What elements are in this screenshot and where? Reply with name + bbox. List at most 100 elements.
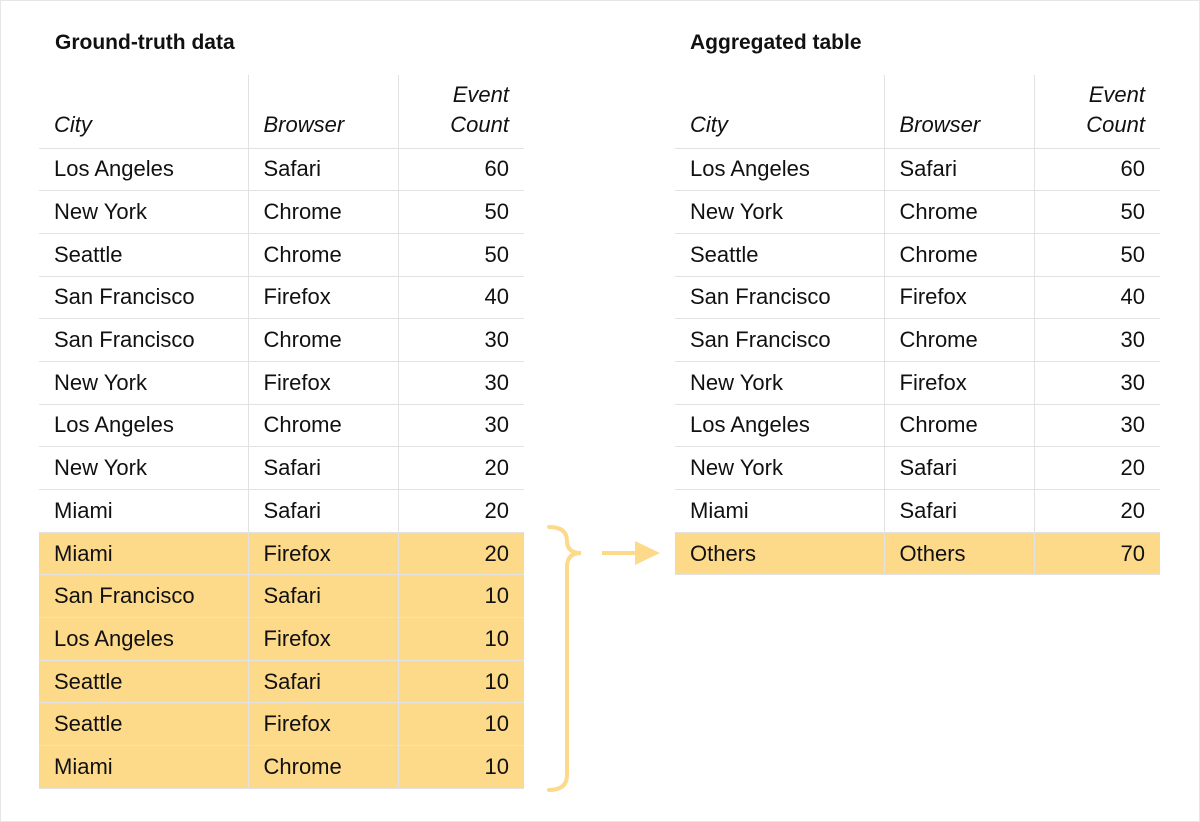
- browser-cell: Safari: [247, 446, 398, 490]
- city-cell: New York: [39, 190, 248, 234]
- event-count-cell: 20: [1033, 489, 1160, 533]
- column-header: Browser: [883, 75, 1034, 149]
- browser-cell: Chrome: [247, 190, 398, 234]
- ground-truth-table: City Browser Event Count Los Angeles Safari 6…: [39, 75, 524, 789]
- column-header: Browser: [247, 75, 398, 149]
- browser-cell: Chrome: [247, 318, 398, 362]
- city-cell: Miami: [39, 489, 248, 533]
- browser-cell: Safari: [247, 148, 398, 192]
- browser-cell: Firefox: [883, 276, 1034, 320]
- event-count-cell: 10: [397, 574, 524, 619]
- browser-cell: Safari: [883, 446, 1034, 490]
- event-count-cell: 20: [1033, 446, 1160, 490]
- browser-cell: Chrome: [247, 745, 398, 789]
- table-row: Miami Safari 20: [39, 489, 524, 533]
- browser-cell: Others: [883, 532, 1034, 576]
- city-cell: Seattle: [39, 233, 248, 277]
- event-count-cell: 30: [397, 404, 524, 448]
- table-row: Seattle Chrome 50: [39, 233, 524, 277]
- city-cell: Los Angeles: [39, 404, 248, 448]
- event-count-cell: 50: [397, 233, 524, 277]
- right-table-title: Aggregated table: [690, 31, 862, 54]
- browser-cell: Firefox: [883, 361, 1034, 405]
- city-cell: New York: [39, 361, 248, 405]
- city-cell: Los Angeles: [39, 148, 248, 192]
- table-row: San Francisco Chrome 30: [39, 318, 524, 362]
- event-count-cell: 50: [1033, 190, 1160, 234]
- event-count-cell: 30: [1033, 318, 1160, 362]
- browser-cell: Chrome: [883, 233, 1034, 277]
- event-count-cell: 30: [397, 361, 524, 405]
- city-cell: Miami: [39, 532, 248, 576]
- browser-cell: Firefox: [247, 276, 398, 320]
- header-row: City Browser Event Count: [39, 75, 524, 149]
- city-cell: Los Angeles: [675, 148, 884, 192]
- browser-cell: Chrome: [247, 233, 398, 277]
- table-row: Others Others 70: [675, 532, 1160, 576]
- event-count-cell: 20: [397, 446, 524, 490]
- city-cell: Seattle: [675, 233, 884, 277]
- column-header: City: [39, 75, 248, 149]
- table-row: Los Angeles Safari 60: [675, 148, 1160, 192]
- table-row: San Francisco Safari 10: [39, 574, 524, 619]
- table-row: Seattle Firefox 10: [39, 702, 524, 747]
- browser-cell: Firefox: [247, 361, 398, 405]
- event-count-cell: 40: [1033, 276, 1160, 320]
- table-row: Miami Firefox 20: [39, 532, 524, 576]
- table-row: Los Angeles Firefox 10: [39, 617, 524, 661]
- column-header: City: [675, 75, 884, 149]
- city-cell: New York: [675, 446, 884, 490]
- table-row: Miami Chrome 10: [39, 745, 524, 789]
- browser-cell: Firefox: [247, 532, 398, 576]
- browser-cell: Chrome: [883, 318, 1034, 362]
- event-count-cell: 50: [397, 190, 524, 234]
- browser-cell: Safari: [883, 148, 1034, 192]
- browser-cell: Safari: [247, 660, 398, 704]
- event-count-cell: 60: [1033, 148, 1160, 192]
- city-cell: San Francisco: [675, 318, 884, 362]
- city-cell: Los Angeles: [39, 617, 248, 661]
- city-cell: San Francisco: [675, 276, 884, 320]
- column-header: Event Count: [1033, 75, 1160, 149]
- arrow-right-icon: [602, 541, 660, 565]
- event-count-cell: 30: [1033, 404, 1160, 448]
- table-row: New York Safari 20: [675, 446, 1160, 490]
- browser-cell: Safari: [247, 489, 398, 533]
- table-row: Los Angeles Safari 60: [39, 148, 524, 192]
- brace-icon: [547, 525, 582, 792]
- header-row: City Browser Event Count: [675, 75, 1160, 149]
- table-row: Seattle Chrome 50: [675, 233, 1160, 277]
- table-row: Los Angeles Chrome 30: [39, 404, 524, 448]
- table-row: New York Chrome 50: [39, 190, 524, 234]
- table-row: San Francisco Firefox 40: [675, 276, 1160, 320]
- event-count-cell: 20: [397, 489, 524, 533]
- city-cell: Seattle: [39, 660, 248, 704]
- table-row: Seattle Safari 10: [39, 660, 524, 704]
- event-count-cell: 50: [1033, 233, 1160, 277]
- browser-cell: Chrome: [883, 404, 1034, 448]
- browser-cell: Firefox: [247, 617, 398, 661]
- table-row: New York Firefox 30: [39, 361, 524, 405]
- city-cell: San Francisco: [39, 574, 248, 619]
- city-cell: San Francisco: [39, 318, 248, 362]
- event-count-cell: 10: [397, 660, 524, 704]
- table-row: New York Firefox 30: [675, 361, 1160, 405]
- event-count-cell: 10: [397, 702, 524, 747]
- event-count-cell: 20: [397, 532, 524, 576]
- event-count-cell: 40: [397, 276, 524, 320]
- table-row: San Francisco Chrome 30: [675, 318, 1160, 362]
- city-cell: Miami: [39, 745, 248, 789]
- city-cell: Los Angeles: [675, 404, 884, 448]
- browser-cell: Chrome: [883, 190, 1034, 234]
- city-cell: Others: [675, 532, 884, 576]
- browser-cell: Chrome: [247, 404, 398, 448]
- table-row: Miami Safari 20: [675, 489, 1160, 533]
- event-count-cell: 30: [1033, 361, 1160, 405]
- table-row: New York Safari 20: [39, 446, 524, 490]
- event-count-cell: 70: [1033, 532, 1160, 576]
- aggregated-table: City Browser Event Count Los Angeles Safari 6…: [675, 75, 1160, 576]
- table-row: San Francisco Firefox 40: [39, 276, 524, 320]
- event-count-cell: 30: [397, 318, 524, 362]
